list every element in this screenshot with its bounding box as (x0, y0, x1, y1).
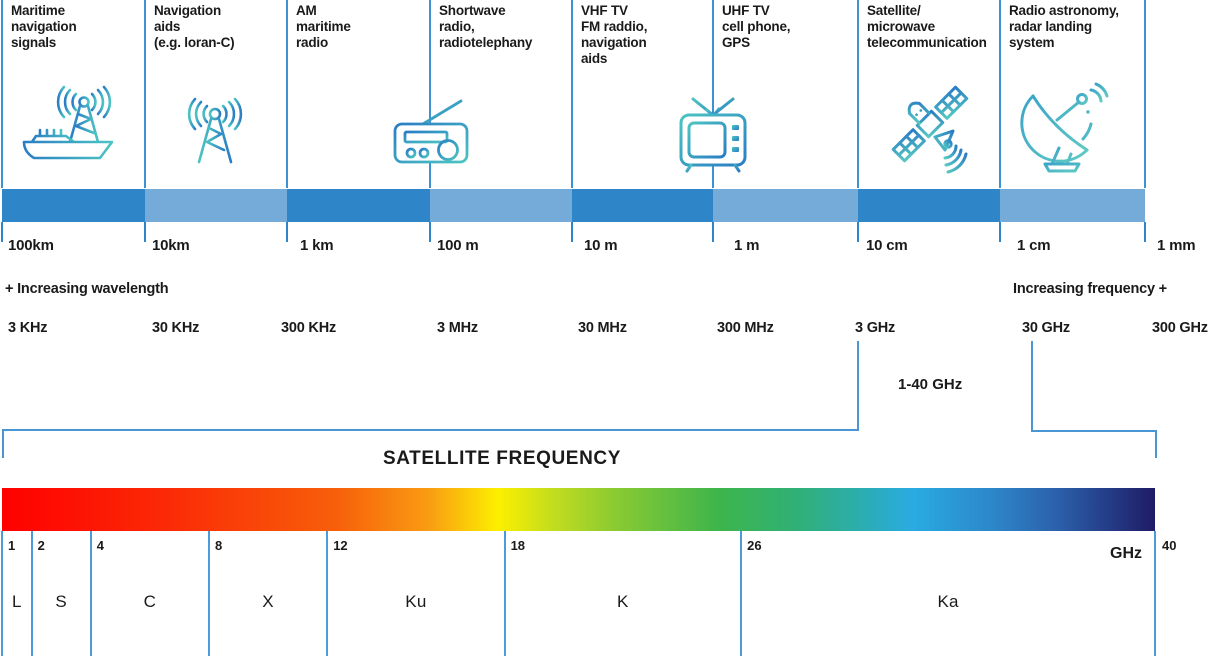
antenna-tower-icon (187, 97, 243, 164)
column-label: Maritime navigation signals (11, 3, 77, 50)
satellite-frequency-title: SATELLITE FREQUENCY (383, 448, 621, 469)
column-label: Navigation aids (e.g. loran-C) (154, 3, 235, 50)
satellite-icon (891, 85, 969, 174)
wavelength-tick (712, 222, 714, 242)
frequency-label: 3 MHz (437, 320, 478, 336)
scale-line (89, 531, 92, 656)
column-label: AM maritime radio (296, 3, 351, 50)
tv-icon (679, 97, 747, 173)
divider-line (1144, 0, 1146, 188)
scale-tick-label: 18 (510, 538, 526, 553)
ship-antenna-icon (22, 85, 114, 160)
band-segment (145, 189, 287, 222)
wavelength-tick (286, 222, 288, 242)
frequency-direction-label: Increasing frequency + (1013, 281, 1167, 297)
scale-tick-label: 26 (747, 538, 762, 553)
bracket-line (857, 341, 859, 431)
band-segment (713, 189, 858, 222)
scale-line (326, 531, 329, 656)
divider-line (429, 0, 431, 188)
scale-tick-label: 4 (96, 538, 104, 553)
ghz-unit-label: GHz (1110, 545, 1142, 562)
divider-line (144, 0, 146, 188)
scale-line (1, 531, 3, 656)
scale-line (503, 531, 506, 656)
divider-line (286, 0, 288, 188)
satellite-dish-icon (1020, 82, 1109, 173)
scale-line (207, 531, 210, 656)
wavelength-tick (429, 222, 431, 242)
wavelength-label: 10km (152, 237, 190, 254)
column-label: Radio astronomy, radar landing system (1009, 3, 1119, 50)
column-label: VHF TV FM raddio, navigation aids (581, 3, 648, 66)
scale-line (740, 531, 743, 656)
wavelength-label: 1 cm (1017, 237, 1051, 254)
wavelength-tick (571, 222, 573, 242)
band-segment (430, 189, 572, 222)
bracket-line (1031, 430, 1157, 432)
frequency-label: 300 GHz (1152, 320, 1208, 336)
wavelength-label: 1 m (734, 237, 760, 254)
scale-tick-label: 2 (37, 538, 45, 553)
column-label: UHF TV cell phone, GPS (722, 3, 791, 50)
scale-tick-label: 8 (214, 538, 223, 553)
wavelength-tick (1, 222, 3, 242)
wavelength-label: 100 m (437, 237, 479, 254)
wavelength-label: 10 m (584, 237, 618, 254)
wavelength-label: 1 mm (1157, 237, 1196, 254)
divider-line (999, 0, 1001, 188)
band-segment (287, 189, 430, 222)
frequency-label: 3 KHz (8, 320, 48, 336)
band-letter: K (617, 592, 629, 611)
band-letter: Ka (937, 592, 959, 611)
wavelength-tick (857, 222, 859, 242)
bracket-line (1031, 341, 1033, 432)
wavelength-tick (144, 222, 146, 242)
bracket-line (2, 429, 4, 458)
radio-icon (393, 99, 469, 164)
band-letter: C (143, 592, 157, 611)
scale-line (1154, 531, 1156, 656)
column-label: Shortwave radio, radiotelephany (439, 3, 533, 50)
frequency-label: 3 GHz (855, 320, 896, 336)
wavelength-label: 1 km (300, 237, 334, 254)
divider-line (712, 0, 714, 188)
frequency-label: 30 MHz (578, 320, 627, 336)
wavelength-tick (999, 222, 1001, 242)
bracket-line (2, 429, 859, 431)
band-letter: X (262, 592, 274, 611)
wavelength-band (2, 189, 1145, 222)
band-segment (1000, 189, 1145, 222)
divider-line (571, 0, 573, 188)
band-segment (858, 189, 1000, 222)
scale-line (30, 531, 33, 656)
wavelength-label: 10 cm (866, 237, 908, 254)
scale-tick-label: 1 (8, 538, 16, 553)
frequency-label: 30 GHz (1022, 320, 1070, 336)
frequency-label: 300 KHz (281, 320, 337, 336)
scale-max-label: 40 (1162, 538, 1177, 553)
bracket-line (1155, 430, 1157, 458)
wavelength-label: 100km (8, 237, 54, 254)
bracket-range-label: 1-40 GHz (898, 376, 963, 393)
divider-line (1, 0, 3, 188)
wavelength-direction-label: + Increasing wavelength (5, 281, 169, 297)
band-letter: L (11, 592, 22, 611)
scale-tick-label: 12 (333, 538, 348, 553)
band-segment (572, 189, 713, 222)
frequency-label: 30 KHz (152, 320, 200, 336)
divider-line (857, 0, 859, 188)
wavelength-tick (1144, 222, 1146, 242)
band-letter: S (55, 592, 67, 611)
column-label: Satellite/ microwave telecommunication (867, 3, 987, 50)
band-segment (2, 189, 145, 222)
frequency-label: 300 MHz (717, 320, 774, 336)
band-letter: Ku (405, 592, 427, 611)
frequency-gradient-bar (2, 488, 1155, 531)
